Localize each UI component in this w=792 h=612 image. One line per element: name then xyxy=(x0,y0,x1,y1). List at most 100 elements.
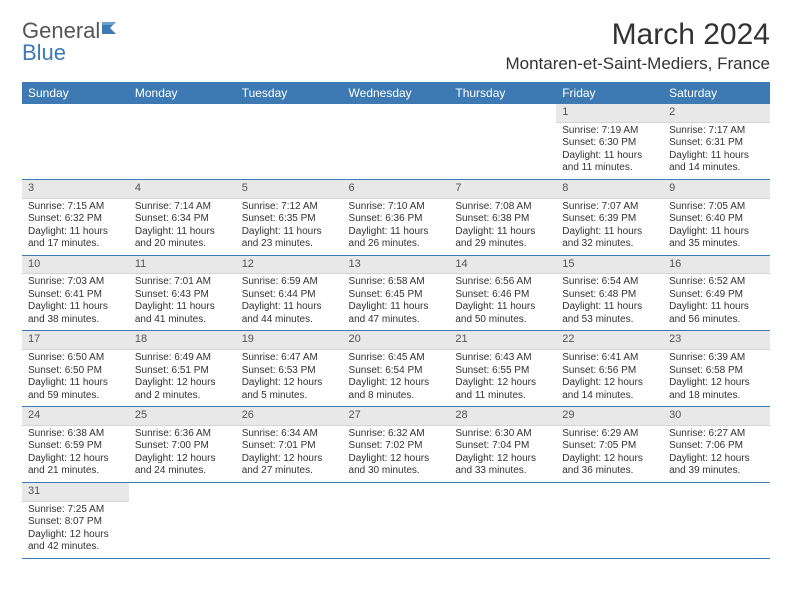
day-info-line: Daylight: 11 hours xyxy=(455,301,550,314)
day-number: 23 xyxy=(663,331,770,350)
calendar-cell: 15Sunrise: 6:54 AMSunset: 6:48 PMDayligh… xyxy=(556,255,663,331)
day-info-line: and 11 minutes. xyxy=(455,390,550,403)
day-info-line: Sunrise: 7:05 AM xyxy=(669,201,764,214)
day-number: 3 xyxy=(22,180,129,199)
day-info-line: Sunset: 6:44 PM xyxy=(242,289,337,302)
dow-header: Saturday xyxy=(663,82,770,104)
day-info: Sunrise: 6:38 AMSunset: 6:59 PMDaylight:… xyxy=(22,426,129,482)
header: General March 2024 Montaren-et-Saint-Med… xyxy=(22,18,770,74)
day-info-line: and 32 minutes. xyxy=(562,238,657,251)
day-info-line: Daylight: 11 hours xyxy=(28,377,123,390)
dow-header: Thursday xyxy=(449,82,556,104)
day-info-line: Sunset: 6:38 PM xyxy=(455,213,550,226)
day-info-line: Sunrise: 6:52 AM xyxy=(669,276,764,289)
day-info-line: and 14 minutes. xyxy=(562,390,657,403)
calendar-cell: 1Sunrise: 7:19 AMSunset: 6:30 PMDaylight… xyxy=(556,104,663,179)
day-info: Sunrise: 6:27 AMSunset: 7:06 PMDaylight:… xyxy=(663,426,770,482)
day-info-line: and 38 minutes. xyxy=(28,314,123,327)
day-info: Sunrise: 6:45 AMSunset: 6:54 PMDaylight:… xyxy=(343,350,450,406)
day-number: 18 xyxy=(129,331,236,350)
day-info-line: Daylight: 12 hours xyxy=(28,529,123,542)
day-info: Sunrise: 7:03 AMSunset: 6:41 PMDaylight:… xyxy=(22,274,129,330)
day-info-line: Sunset: 7:02 PM xyxy=(349,440,444,453)
day-info-line: Sunset: 6:36 PM xyxy=(349,213,444,226)
calendar-cell xyxy=(22,104,129,179)
day-info-line: and 23 minutes. xyxy=(242,238,337,251)
calendar-cell: 17Sunrise: 6:50 AMSunset: 6:50 PMDayligh… xyxy=(22,331,129,407)
day-info-line: Sunrise: 7:07 AM xyxy=(562,201,657,214)
day-info-line: Sunrise: 7:17 AM xyxy=(669,125,764,138)
day-number: 24 xyxy=(22,407,129,426)
day-number: 27 xyxy=(343,407,450,426)
day-info-line: Sunset: 7:06 PM xyxy=(669,440,764,453)
day-info-line: and 30 minutes. xyxy=(349,465,444,478)
day-info: Sunrise: 6:52 AMSunset: 6:49 PMDaylight:… xyxy=(663,274,770,330)
calendar-cell: 24Sunrise: 6:38 AMSunset: 6:59 PMDayligh… xyxy=(22,407,129,483)
day-info: Sunrise: 6:59 AMSunset: 6:44 PMDaylight:… xyxy=(236,274,343,330)
day-info-line: Sunrise: 7:12 AM xyxy=(242,201,337,214)
calendar-cell: 30Sunrise: 6:27 AMSunset: 7:06 PMDayligh… xyxy=(663,407,770,483)
calendar-body: 1Sunrise: 7:19 AMSunset: 6:30 PMDaylight… xyxy=(22,104,770,558)
day-info-line: Sunrise: 6:45 AM xyxy=(349,352,444,365)
day-info-line: Daylight: 11 hours xyxy=(242,301,337,314)
day-info: Sunrise: 6:43 AMSunset: 6:55 PMDaylight:… xyxy=(449,350,556,406)
day-info: Sunrise: 6:39 AMSunset: 6:58 PMDaylight:… xyxy=(663,350,770,406)
day-info-line: Daylight: 12 hours xyxy=(28,453,123,466)
day-info-line: and 50 minutes. xyxy=(455,314,550,327)
day-number: 6 xyxy=(343,180,450,199)
day-info-line: Sunset: 6:43 PM xyxy=(135,289,230,302)
calendar-row: 1Sunrise: 7:19 AMSunset: 6:30 PMDaylight… xyxy=(22,104,770,179)
day-info-line: Sunrise: 6:36 AM xyxy=(135,428,230,441)
day-info-line: Sunrise: 7:14 AM xyxy=(135,201,230,214)
calendar-cell xyxy=(449,482,556,558)
day-info-line: and 8 minutes. xyxy=(349,390,444,403)
day-info-line: Sunset: 6:41 PM xyxy=(28,289,123,302)
day-info-line: Sunrise: 6:56 AM xyxy=(455,276,550,289)
day-info: Sunrise: 7:08 AMSunset: 6:38 PMDaylight:… xyxy=(449,199,556,255)
day-number: 5 xyxy=(236,180,343,199)
calendar-cell: 25Sunrise: 6:36 AMSunset: 7:00 PMDayligh… xyxy=(129,407,236,483)
dow-header: Wednesday xyxy=(343,82,450,104)
day-info-line: and 18 minutes. xyxy=(669,390,764,403)
day-number: 28 xyxy=(449,407,556,426)
calendar-row: 31Sunrise: 7:25 AMSunset: 8:07 PMDayligh… xyxy=(22,482,770,558)
page-title: March 2024 xyxy=(505,18,770,52)
day-info-line: Sunrise: 6:43 AM xyxy=(455,352,550,365)
calendar-cell: 27Sunrise: 6:32 AMSunset: 7:02 PMDayligh… xyxy=(343,407,450,483)
day-info-line: Sunset: 7:04 PM xyxy=(455,440,550,453)
calendar-cell: 11Sunrise: 7:01 AMSunset: 6:43 PMDayligh… xyxy=(129,255,236,331)
day-info-line: Sunrise: 6:30 AM xyxy=(455,428,550,441)
day-number: 12 xyxy=(236,256,343,275)
day-info-line: Sunrise: 6:27 AM xyxy=(669,428,764,441)
day-info-line: and 33 minutes. xyxy=(455,465,550,478)
day-number: 10 xyxy=(22,256,129,275)
day-number: 7 xyxy=(449,180,556,199)
day-info-line: Daylight: 12 hours xyxy=(135,377,230,390)
day-info-line: and 35 minutes. xyxy=(669,238,764,251)
day-info: Sunrise: 7:19 AMSunset: 6:30 PMDaylight:… xyxy=(556,123,663,179)
day-info-line: Sunrise: 7:03 AM xyxy=(28,276,123,289)
day-info-line: Sunset: 6:40 PM xyxy=(669,213,764,226)
day-info-line: Daylight: 12 hours xyxy=(562,453,657,466)
day-info: Sunrise: 7:15 AMSunset: 6:32 PMDaylight:… xyxy=(22,199,129,255)
calendar-cell xyxy=(556,482,663,558)
day-info-line: Sunset: 7:00 PM xyxy=(135,440,230,453)
day-info-line: Daylight: 11 hours xyxy=(242,226,337,239)
day-info-line: Daylight: 11 hours xyxy=(28,301,123,314)
day-info-line: and 26 minutes. xyxy=(349,238,444,251)
day-info-line: Daylight: 11 hours xyxy=(28,226,123,239)
day-number: 30 xyxy=(663,407,770,426)
day-number: 26 xyxy=(236,407,343,426)
day-number: 22 xyxy=(556,331,663,350)
day-number: 25 xyxy=(129,407,236,426)
day-number: 4 xyxy=(129,180,236,199)
day-info-line: and 27 minutes. xyxy=(242,465,337,478)
calendar-row: 17Sunrise: 6:50 AMSunset: 6:50 PMDayligh… xyxy=(22,331,770,407)
calendar-cell: 13Sunrise: 6:58 AMSunset: 6:45 PMDayligh… xyxy=(343,255,450,331)
day-info-line: Sunrise: 6:54 AM xyxy=(562,276,657,289)
day-info: Sunrise: 6:54 AMSunset: 6:48 PMDaylight:… xyxy=(556,274,663,330)
day-info-line: Daylight: 11 hours xyxy=(562,301,657,314)
day-info-line: and 2 minutes. xyxy=(135,390,230,403)
day-info-line: Sunrise: 6:59 AM xyxy=(242,276,337,289)
day-info: Sunrise: 6:30 AMSunset: 7:04 PMDaylight:… xyxy=(449,426,556,482)
